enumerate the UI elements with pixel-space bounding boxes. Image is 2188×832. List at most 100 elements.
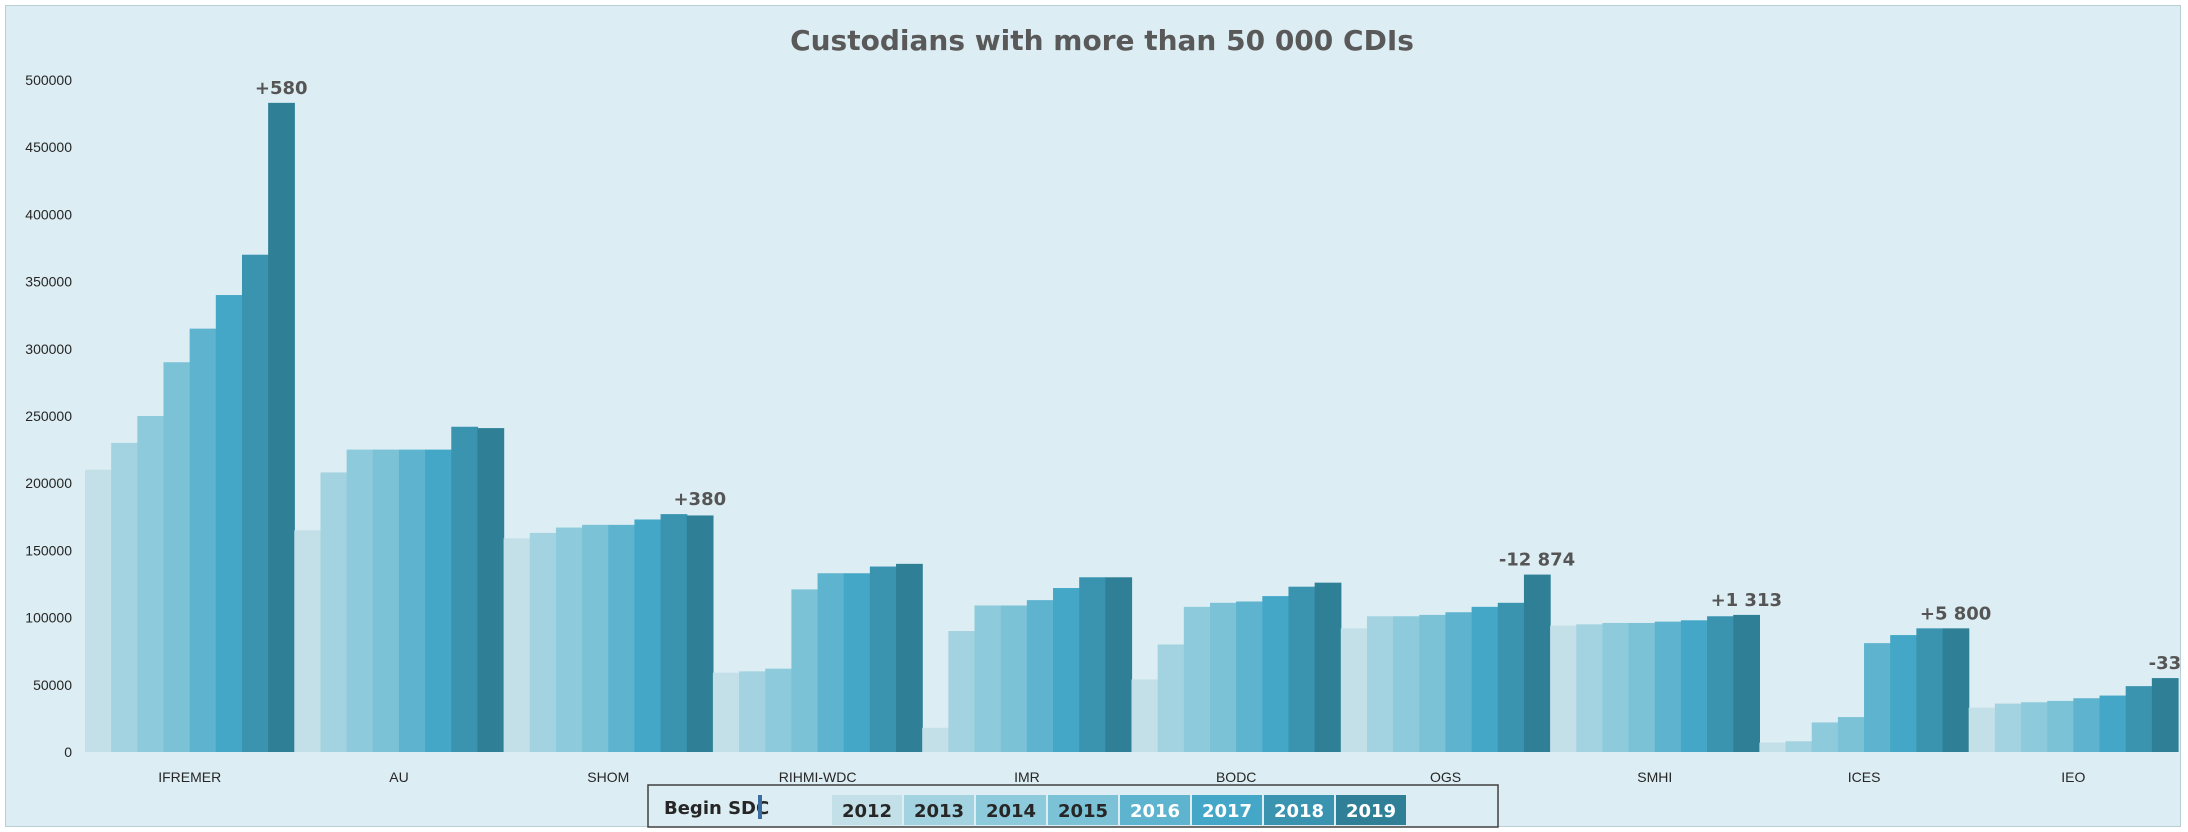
bar-smhi-2017	[1680, 620, 1708, 752]
bar-ogs-2017	[1471, 606, 1499, 752]
annotations-group: +580 +380 -12 874 +1 313 +5 800 -33	[255, 78, 2181, 674]
bar-ifremer-2014	[137, 416, 165, 752]
bar-au-2012	[294, 530, 322, 752]
bar-rihmi-wdc-2013	[739, 671, 766, 752]
bar-smhi-2016	[1654, 621, 1682, 752]
legend-swatch-2018[interactable]	[1264, 795, 1334, 825]
bar-ices-2015	[1837, 717, 1865, 752]
bar-shom-2017	[634, 519, 662, 752]
bar-smhi-2018	[1707, 616, 1734, 752]
bar-ogs-2013	[1366, 616, 1394, 752]
bar-bodc-2017	[1262, 596, 1290, 752]
x-tick-label: OGS	[1430, 769, 1461, 785]
bar-ices-2016	[1864, 643, 1891, 752]
bar-ogs-2016	[1445, 612, 1473, 752]
bar-bodc-2014	[1183, 606, 1211, 752]
bar-ieo-2013	[1994, 703, 2022, 752]
legend-label-2017: 2017	[1202, 801, 1252, 822]
legend[interactable]: Begin SDC 2012 2013 2014 2015 2016 2017 2018 20…	[647, 784, 1499, 828]
legend-label-2019: 2019	[1346, 801, 1396, 822]
y-tick-label: 350000	[25, 274, 72, 290]
y-tick-label: 500000	[25, 72, 72, 88]
x-tick-label: IMR	[1014, 769, 1040, 785]
bar-ogs-2019	[1523, 574, 1551, 752]
bar-imr-2015	[1000, 605, 1028, 752]
bar-rihmi-wdc-2012	[712, 672, 740, 752]
y-tick-label: 100000	[25, 610, 72, 626]
bar-shom-2016	[608, 524, 636, 752]
bar-shom-2019	[686, 515, 714, 752]
bar-ogs-2015	[1419, 614, 1447, 752]
legend-swatch-2013[interactable]	[904, 795, 974, 825]
annotation-label: +5 800	[1920, 603, 1991, 624]
bar-bodc-2016	[1236, 601, 1263, 752]
bar-rihmi-wdc-2019	[896, 563, 923, 752]
bar-au-2015	[372, 449, 400, 752]
x-tick-label: BODC	[1216, 769, 1256, 785]
bar-au-2017	[425, 449, 452, 752]
bar-ices-2018	[1916, 628, 1944, 752]
legend-swatch-2016[interactable]	[1120, 795, 1190, 825]
annotation-label: +1 313	[1711, 590, 1782, 611]
legend-items: 2012 2013 2014 2015 2016 2017 2018 2019	[832, 795, 1406, 825]
annotation-label: +380	[673, 489, 726, 510]
legend-title: Begin SDC	[664, 798, 769, 819]
legend-swatch-2017[interactable]	[1192, 795, 1262, 825]
y-tick-label: 250000	[25, 408, 72, 424]
bar-shom-2018	[660, 514, 688, 752]
bar-au-2014	[346, 449, 374, 752]
y-tick-label: 50000	[33, 677, 72, 693]
bar-ieo-2017	[2099, 695, 2127, 752]
bar-ieo-2014	[2021, 702, 2048, 752]
bar-au-2013	[320, 472, 348, 752]
bar-ifremer-2016	[189, 328, 217, 752]
bar-imr-2013	[948, 631, 976, 752]
y-tick-label: 400000	[25, 206, 72, 222]
bar-shom-2014	[555, 527, 583, 752]
bar-bodc-2013	[1157, 644, 1185, 752]
chart-frame: Custodians with more than 50 000 CDIs 0 5…	[5, 5, 2181, 828]
bar-au-2019	[477, 428, 505, 752]
annotation-label: -12 874	[1499, 550, 1575, 571]
chart-canvas: Custodians with more than 50 000 CDIs 0 5…	[25, 24, 2181, 828]
x-axis: IFREMER AU SHOM RIHMI-WDC IMR BODC OGS SMHI ICES…	[158, 769, 2085, 785]
legend-label-2014: 2014	[986, 801, 1036, 822]
y-axis: 0 50000 100000 150000 200000 250000 300000 3500…	[25, 72, 72, 760]
bar-imr-2018	[1079, 577, 1106, 752]
bar-smhi-2013	[1576, 624, 1604, 752]
y-tick-label: 150000	[25, 542, 72, 558]
bar-rihmi-wdc-2017	[843, 573, 871, 752]
bars-group	[85, 102, 2179, 753]
bar-bodc-2018	[1288, 586, 1316, 752]
bar-ieo-2016	[2073, 698, 2101, 752]
bar-ieo-2019	[2151, 678, 2179, 752]
bar-rihmi-wdc-2018	[869, 566, 897, 752]
bar-bodc-2012	[1131, 679, 1159, 752]
bar-ogs-2014	[1393, 616, 1420, 752]
legend-swatch-2014[interactable]	[976, 795, 1046, 825]
legend-swatch-2015[interactable]	[1048, 795, 1118, 825]
bar-au-2016	[398, 449, 426, 752]
legend-swatch-2019[interactable]	[1336, 795, 1406, 825]
bar-ieo-2012	[1968, 707, 1996, 752]
legend-label-2012: 2012	[842, 801, 892, 822]
chart-title: Custodians with more than 50 000 CDIs	[790, 24, 1414, 57]
annotation-label: -33	[2149, 653, 2182, 674]
bar-rihmi-wdc-2016	[817, 573, 845, 752]
bar-shom-2012	[503, 538, 531, 752]
x-tick-label: SMHI	[1637, 769, 1672, 785]
legend-title-marker	[758, 795, 762, 819]
legend-label-2013: 2013	[914, 801, 964, 822]
bar-ifremer-2012	[85, 469, 112, 752]
bar-ieo-2015	[2047, 700, 2074, 752]
annotation-label: +580	[255, 78, 308, 99]
bar-imr-2014	[974, 605, 1002, 752]
x-tick-label: SHOM	[587, 769, 629, 785]
bar-imr-2019	[1105, 577, 1133, 752]
y-tick-label: 200000	[25, 475, 72, 491]
legend-label-2018: 2018	[1274, 801, 1324, 822]
bar-ifremer-2015	[163, 362, 191, 752]
legend-swatch-2012[interactable]	[832, 795, 902, 825]
x-tick-label: ICES	[1848, 769, 1881, 785]
bar-ogs-2018	[1497, 602, 1525, 752]
